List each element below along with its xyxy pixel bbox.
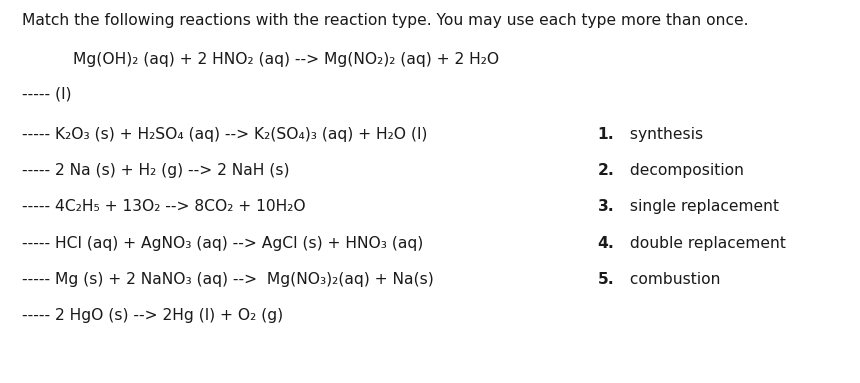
Text: ----- Mg (s) + 2 NaNO₃ (aq) -->  Mg(NO₃)₂(aq) + Na(s): ----- Mg (s) + 2 NaNO₃ (aq) --> Mg(NO₃)₂…	[22, 272, 433, 287]
Text: 5.: 5.	[598, 272, 614, 287]
Text: single replacement: single replacement	[625, 199, 779, 214]
Text: double replacement: double replacement	[625, 236, 786, 251]
Text: ----- HCl (aq) + AgNO₃ (aq) --> AgCl (s) + HNO₃ (aq): ----- HCl (aq) + AgNO₃ (aq) --> AgCl (s)…	[22, 236, 423, 251]
Text: Mg(OH)₂ (aq) + 2 HNO₂ (aq) --> Mg(NO₂)₂ (aq) + 2 H₂O: Mg(OH)₂ (aq) + 2 HNO₂ (aq) --> Mg(NO₂)₂ …	[73, 52, 499, 67]
Text: combustion: combustion	[625, 272, 721, 287]
Text: 2.: 2.	[598, 163, 615, 178]
Text: ----- 2 HgO (s) --> 2Hg (l) + O₂ (g): ----- 2 HgO (s) --> 2Hg (l) + O₂ (g)	[22, 308, 283, 324]
Text: Match the following reactions with the reaction type. You may use each type more: Match the following reactions with the r…	[22, 13, 748, 28]
Text: 3.: 3.	[598, 199, 614, 214]
Text: ----- (l): ----- (l)	[22, 86, 71, 101]
Text: 4.: 4.	[598, 236, 615, 251]
Text: ----- 2 Na (s) + H₂ (g) --> 2 NaH (s): ----- 2 Na (s) + H₂ (g) --> 2 NaH (s)	[22, 163, 289, 178]
Text: ----- 4C₂H₅ + 13O₂ --> 8CO₂ + 10H₂O: ----- 4C₂H₅ + 13O₂ --> 8CO₂ + 10H₂O	[22, 199, 305, 214]
Text: synthesis: synthesis	[625, 126, 703, 142]
Text: 1.: 1.	[598, 126, 614, 142]
Text: ----- K₂O₃ (s) + H₂SO₄ (aq) --> K₂(SO₄)₃ (aq) + H₂O (l): ----- K₂O₃ (s) + H₂SO₄ (aq) --> K₂(SO₄)₃…	[22, 126, 427, 142]
Text: decomposition: decomposition	[625, 163, 744, 178]
